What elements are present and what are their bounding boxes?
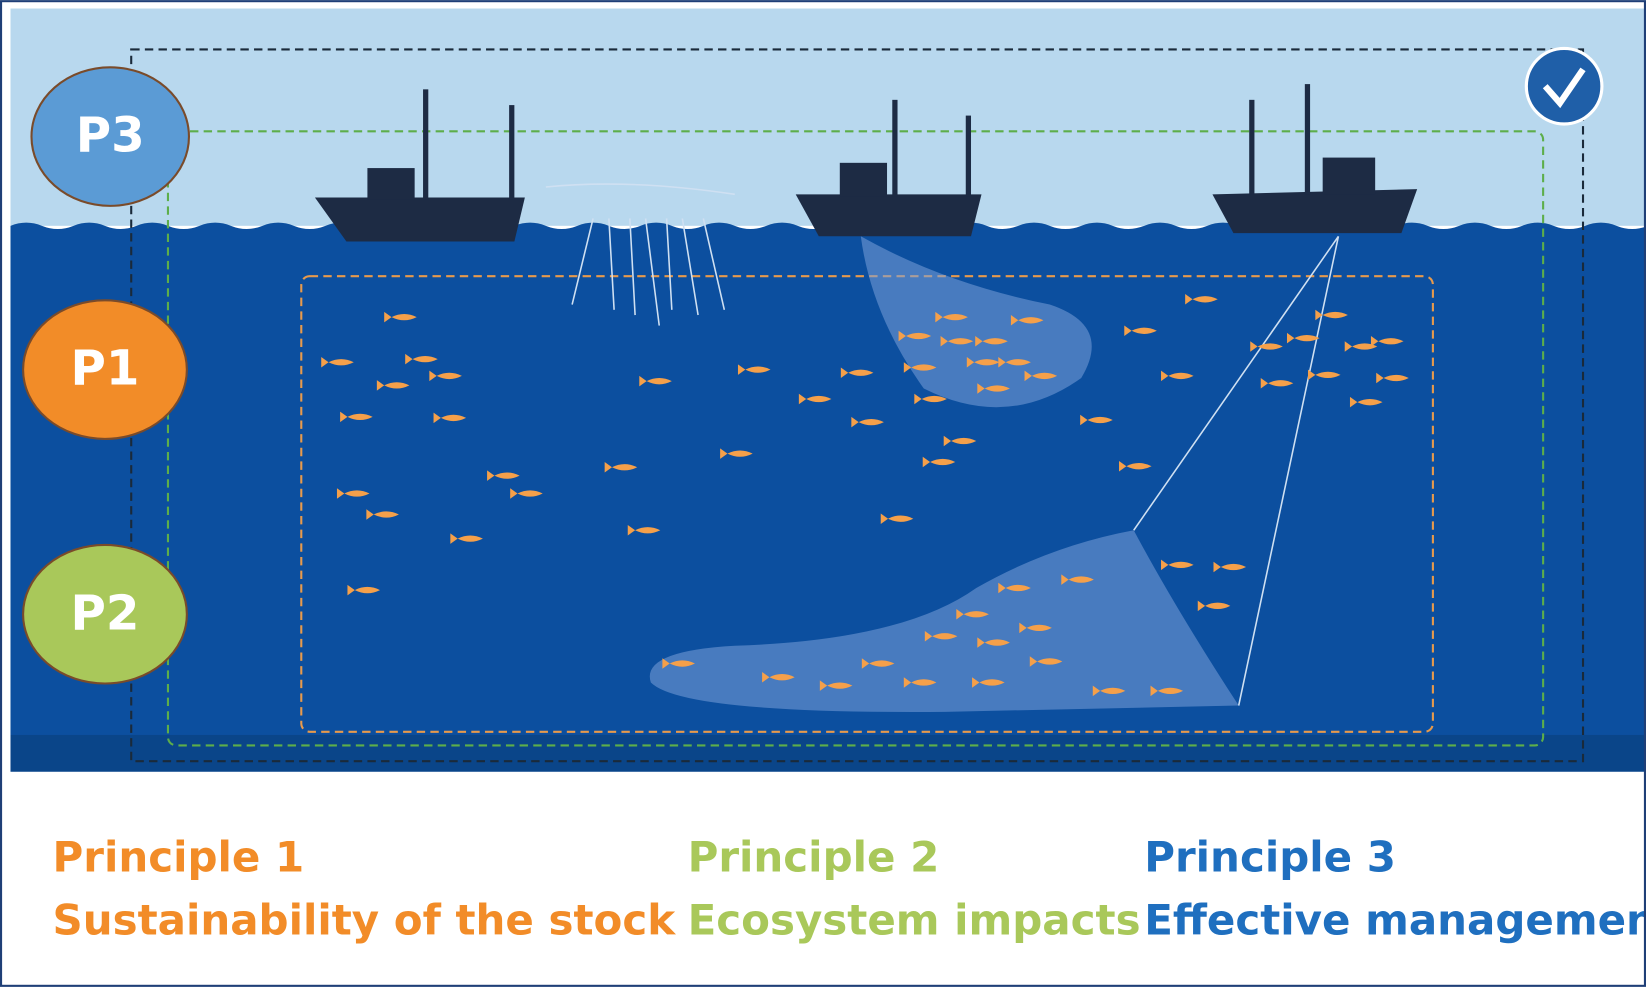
fish — [1092, 685, 1126, 697]
fish — [1250, 341, 1283, 352]
fish — [966, 357, 1000, 368]
badge-label: P3 — [76, 108, 145, 164]
fish — [998, 357, 1031, 368]
fish — [762, 671, 795, 683]
fish — [1307, 369, 1341, 381]
fish — [1161, 559, 1194, 571]
fish — [819, 680, 853, 691]
trawl-net — [649, 530, 1239, 712]
principle-title: Principle 2 — [688, 832, 940, 881]
fish — [1376, 372, 1409, 384]
fish — [604, 462, 638, 473]
fish — [1286, 332, 1320, 344]
fish — [1019, 622, 1052, 634]
fish — [340, 411, 373, 423]
fish — [914, 393, 947, 405]
fish — [1150, 685, 1184, 697]
fish — [336, 488, 370, 499]
fish — [943, 435, 977, 447]
fish — [851, 416, 884, 428]
logo-check — [1542, 67, 1586, 109]
principle-title: Principle 1 — [52, 832, 304, 881]
p1-badge — [22, 299, 188, 440]
principle-subtitle: Effective management — [1144, 895, 1646, 944]
fish — [1370, 336, 1404, 347]
fish — [998, 582, 1031, 594]
fish — [972, 677, 1005, 688]
fish — [1124, 325, 1157, 337]
fish — [1260, 378, 1294, 389]
fish — [487, 470, 520, 481]
fish — [662, 658, 695, 669]
fish — [922, 456, 956, 468]
principle-subtitle: Sustainability of the stock — [52, 895, 676, 944]
p1-boundary — [300, 275, 1434, 733]
fish — [321, 357, 354, 368]
fish — [384, 311, 417, 323]
fish — [347, 584, 381, 596]
principle-subtitle: Ecosystem impacts — [688, 895, 1141, 944]
fish — [975, 336, 1008, 347]
fish — [1119, 460, 1152, 472]
principle-title: Principle 3 — [1144, 832, 1396, 881]
logo — [1524, 46, 1604, 126]
fish — [1024, 370, 1058, 382]
fish — [720, 448, 753, 459]
fish — [1185, 294, 1218, 305]
fish — [924, 631, 958, 642]
fish — [1080, 414, 1113, 426]
fish — [898, 330, 932, 342]
fish — [880, 513, 914, 524]
fish — [510, 488, 543, 499]
purse-net — [860, 236, 1092, 408]
p2-badge — [22, 543, 188, 685]
fish — [861, 658, 895, 669]
fish — [1315, 309, 1348, 321]
fish — [1161, 370, 1194, 382]
fish — [405, 353, 438, 365]
fish — [840, 367, 874, 379]
fish — [977, 383, 1010, 394]
fish — [935, 311, 968, 323]
fish — [977, 637, 1010, 648]
fish — [1344, 341, 1378, 352]
longlines — [545, 183, 735, 326]
badge-label: P2 — [70, 585, 139, 641]
fish — [903, 362, 937, 373]
p2-boundary — [166, 130, 1545, 747]
badge-label: P1 — [70, 341, 139, 397]
fish — [903, 677, 937, 688]
fish — [1349, 396, 1383, 408]
fish — [956, 608, 989, 620]
fish — [798, 393, 832, 405]
fish — [1029, 656, 1063, 667]
fish — [429, 370, 462, 382]
fish — [1061, 574, 1094, 585]
fish — [450, 533, 483, 544]
fish — [627, 524, 661, 536]
boats — [314, 84, 1418, 242]
fish — [639, 375, 672, 387]
fish — [1197, 600, 1231, 612]
fish — [1010, 315, 1044, 326]
fish-school — [321, 294, 1409, 697]
fish — [940, 336, 974, 347]
p3-badge — [30, 66, 191, 207]
seabed — [10, 734, 1646, 772]
fish — [433, 412, 467, 424]
fish — [737, 364, 771, 375]
fish — [376, 380, 410, 391]
fish — [366, 509, 399, 520]
fish — [1213, 561, 1247, 573]
